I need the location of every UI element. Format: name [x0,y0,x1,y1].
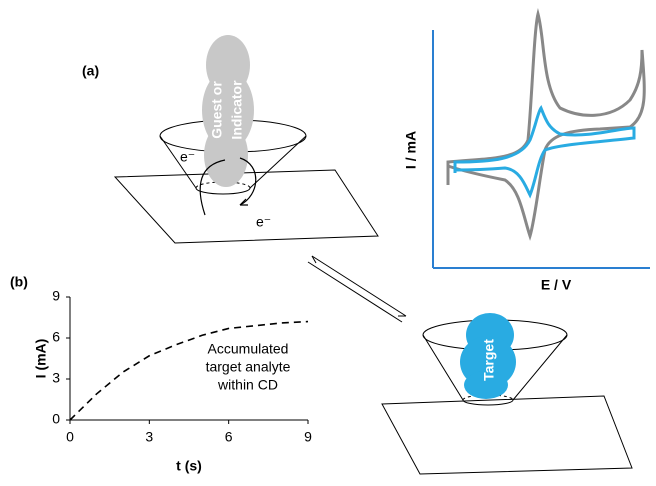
equilibrium-arrow [308,256,406,322]
axis-label: I / mA [403,131,419,169]
electron-label: e⁻ [180,149,195,165]
annotation: target analyte [206,359,291,375]
panel-label: (a) [82,63,99,79]
guest-label: Indicator [229,80,245,140]
y-tick-label: 3 [52,370,60,386]
target-label: Target [481,339,497,381]
guest-label: Guest or [209,81,225,139]
x-tick-label: 0 [66,429,74,445]
x-axis-label: t (s) [176,458,202,474]
x-tick-label: 9 [304,429,312,445]
y-tick-label: 6 [52,329,60,345]
y-axis-label: I (mA) [33,339,49,379]
annotation: within CD [217,377,278,393]
chart: 0 3 6 9 0 3 6 9 t (s) I (mA) Accumulated target ana… [33,288,312,474]
cone-a [115,120,378,243]
y-tick-label: 0 [52,411,60,427]
axis-label: E / V [541,277,572,293]
annotation: Accumulated [208,341,289,357]
cv-plot: I / mA E / V [403,14,650,293]
panel-label: (b) [10,274,28,290]
figure: (a) (b) Guest or Indicator e⁻ e⁻ I / mA … [0,0,656,486]
electron-label: e⁻ [256,214,271,230]
y-tick-label: 9 [52,288,60,304]
x-tick-label: 3 [145,429,153,445]
x-tick-label: 6 [225,429,233,445]
